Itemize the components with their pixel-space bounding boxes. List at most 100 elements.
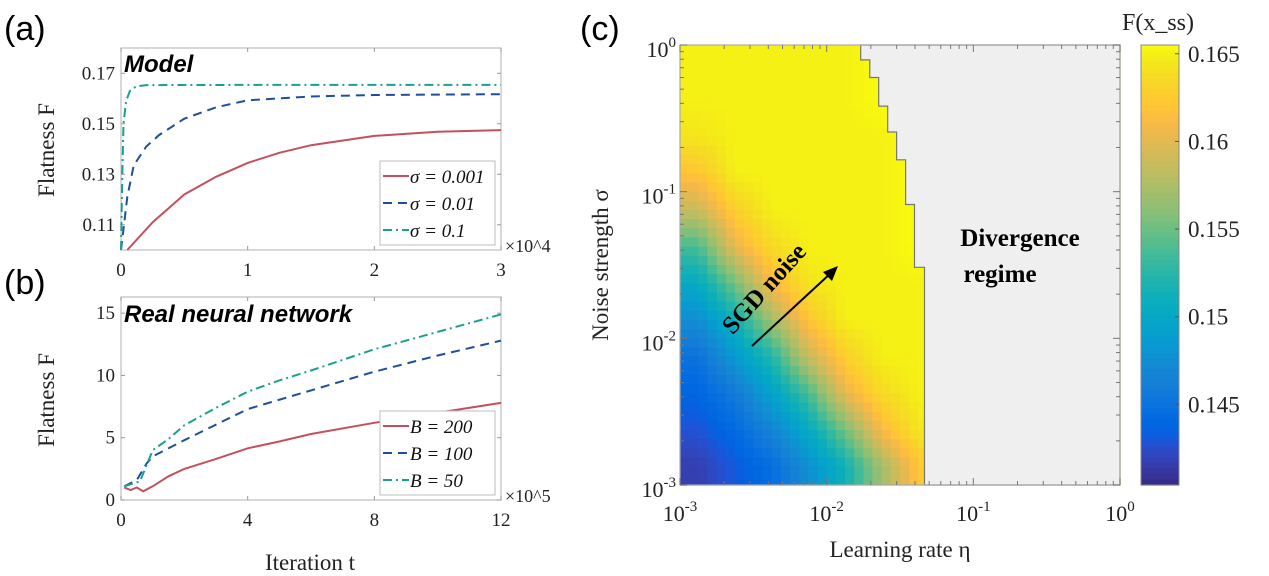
colorbar-segment (1141, 457, 1179, 464)
heatmap-cell (872, 81, 883, 92)
heatmap-cell (890, 210, 901, 220)
heatmap-cell (890, 384, 901, 394)
heatmap-cell (890, 265, 901, 275)
heatmap-cell (808, 310, 819, 321)
heatmap-cell (735, 439, 745, 449)
heatmap-cell (918, 466, 929, 477)
colorbar-segment (1141, 188, 1179, 195)
heatmap-cell (753, 63, 764, 74)
heatmap-cell (689, 265, 699, 275)
heatmap-cell (735, 274, 745, 284)
heatmap-cell (725, 466, 736, 477)
heatmap-cell (835, 81, 846, 92)
heatmap-cell (854, 219, 864, 229)
heatmap-cell (854, 45, 864, 55)
heatmap-cell (753, 402, 764, 413)
heatmap-cell (680, 45, 690, 55)
heatmap-cell (762, 329, 773, 339)
heatmap-cell (890, 228, 901, 239)
heatmap-cell (863, 127, 874, 138)
heatmap-cell (881, 191, 892, 202)
heatmap-cell (845, 301, 855, 312)
heatmap-cell (762, 72, 773, 83)
heatmap-cell (680, 274, 690, 284)
heatmap-cell (735, 375, 745, 385)
heatmap-cell (707, 439, 718, 449)
heatmap-cell (872, 118, 883, 129)
heatmap-cell (735, 228, 745, 239)
heatmap-cell (863, 173, 874, 184)
colorbar-segment (1141, 309, 1179, 316)
heatmap-cell (753, 393, 764, 404)
heatmap-cell (790, 338, 800, 349)
panel-b-annotation: Real neural network (124, 301, 354, 328)
heatmap-cell (854, 457, 864, 468)
colorbar-segment (1141, 331, 1179, 338)
heatmap-cell (680, 81, 690, 92)
heatmap-cell (918, 283, 929, 294)
heatmap-cell (707, 136, 718, 147)
colorbar-tick-label: 0.165 (1188, 42, 1240, 67)
heatmap-cell (753, 191, 764, 202)
panel-b-xlabel: Iteration t (265, 550, 356, 575)
heatmap-cell (863, 329, 874, 339)
heatmap-cell (826, 200, 837, 211)
heatmap-cell (753, 466, 764, 477)
colorbar: 0.145 0.15 0.155 0.16 0.165 (1140, 42, 1240, 486)
heatmap-cell (780, 365, 791, 376)
colorbar-segment (1141, 314, 1179, 321)
heatmap-cell (698, 402, 709, 413)
heatmap-cell (817, 475, 828, 486)
heatmap-cell (790, 320, 800, 330)
heatmap-cell (735, 136, 745, 147)
heatmap-cell (817, 237, 828, 248)
heatmap-cell (698, 127, 709, 138)
heatmap-cell (900, 237, 910, 248)
heatmap-cell (716, 448, 727, 459)
heatmap-cell (890, 347, 901, 358)
heatmap-cell (780, 457, 791, 468)
heatmap-cell (680, 246, 690, 257)
heatmap-cell (900, 292, 910, 303)
heatmap-cell (799, 283, 809, 294)
heatmap-cell (725, 393, 736, 404)
heatmap-cell (753, 301, 764, 312)
heatmap-cell (698, 237, 709, 248)
heatmap-cell (900, 475, 910, 486)
heatmap-cell (725, 375, 736, 385)
heatmap-cell (835, 109, 846, 119)
heatmap-cell (863, 164, 874, 174)
heatmap-cell (771, 420, 782, 431)
heatmap-cell (771, 210, 782, 220)
heatmap-cell (881, 210, 892, 220)
heatmap-cell (845, 320, 855, 330)
heatmap-cell (890, 338, 901, 349)
heatmap-cell (680, 191, 690, 202)
heatmap-cell (863, 237, 874, 248)
heatmap-cell (689, 81, 699, 92)
heatmap-cell (698, 448, 709, 459)
heatmap-cell (872, 200, 883, 211)
heatmap-cell (735, 301, 745, 312)
heatmap-cell (698, 439, 709, 449)
heatmap-cell (817, 81, 828, 92)
heatmap-cell (808, 228, 819, 239)
heatmap-cell (890, 246, 901, 257)
heatmap-cell (854, 164, 864, 174)
heatmap-cell (725, 439, 736, 449)
heatmap-cell (799, 365, 809, 376)
heatmap-cell (780, 292, 791, 303)
heatmap-cell (872, 173, 883, 184)
heatmap-cell (909, 411, 919, 422)
heatmap-cell (790, 393, 800, 404)
heatmap-cell (918, 320, 929, 330)
heatmap-cell (725, 365, 736, 376)
heatmap-cell (863, 72, 874, 83)
heatmap-cell (790, 246, 800, 257)
heatmap-cell (753, 365, 764, 376)
heatmap-cell (744, 329, 754, 339)
heatmap-cell (680, 448, 690, 459)
heatmap-cell (826, 375, 837, 385)
colorbar-segment (1141, 50, 1179, 57)
heatmap-cell (735, 338, 745, 349)
